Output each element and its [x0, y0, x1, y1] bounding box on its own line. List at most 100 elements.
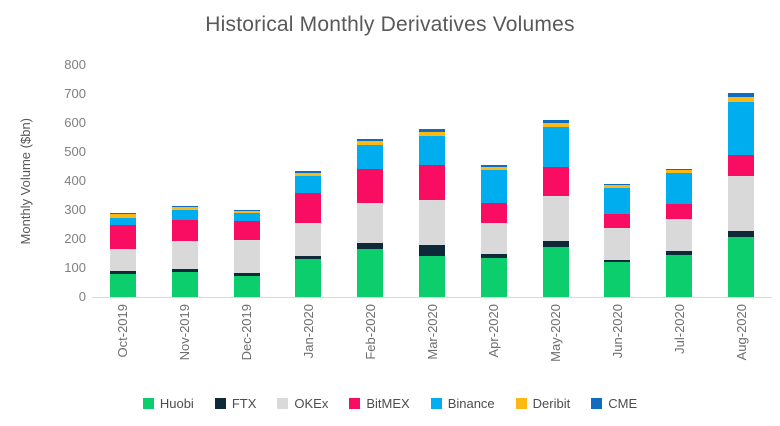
stacked-bar-may-2020: [542, 120, 569, 297]
legend-item-binance: Binance: [430, 396, 495, 411]
legend-item-deribit: Deribit: [515, 396, 571, 411]
bar-segment-ftx: [233, 273, 260, 276]
stacked-bar-nov-2019: [171, 205, 198, 297]
bar-segment-okex: [542, 196, 569, 242]
x-tick-label: Mar-2020: [421, 304, 443, 396]
bar-segment-huobi: [171, 272, 198, 297]
bar-segment-cme: [542, 120, 569, 124]
bar-segment-binance: [109, 217, 136, 225]
y-axis-title-text: Monthly Volume ($bn): [17, 117, 33, 245]
legend-swatch-bitmex: [349, 398, 361, 409]
x-tick-label-text: Jul-2020: [671, 304, 687, 354]
bar-segment-deribit: [418, 132, 445, 137]
bar-segment-cme: [233, 209, 260, 212]
y-tick-label: 300: [64, 202, 86, 217]
legend-label: Deribit: [532, 396, 571, 411]
legend-swatch-huobi: [142, 398, 154, 409]
y-tick-label: 400: [64, 173, 86, 188]
legend-swatch-ftx: [214, 398, 226, 409]
bar-segment-okex: [233, 240, 260, 274]
bar-segment-huobi: [480, 257, 507, 297]
bar-segment-ftx: [418, 244, 445, 256]
plot-area: [92, 65, 772, 298]
bar-segment-deribit: [480, 166, 507, 171]
legend-label: BitMEX: [366, 396, 410, 411]
bar-segment-cme: [357, 139, 384, 142]
x-tick-label: Aug-2020: [730, 304, 752, 396]
legend-label: Huobi: [159, 396, 194, 411]
x-tick-label: Jul-2020: [668, 304, 690, 396]
bar-segment-huobi: [728, 236, 755, 297]
x-tick-label: Jan-2020: [297, 304, 319, 396]
bar-segment-cme: [728, 92, 755, 98]
bar-segment-cme: [418, 129, 445, 133]
bar-segment-bitmex: [666, 203, 693, 219]
bar-slot: [587, 65, 649, 297]
legend-label: Binance: [447, 396, 495, 411]
y-tick-label: 200: [64, 231, 86, 246]
legend-item-bitmex: BitMEX: [349, 396, 410, 411]
x-tick-label: Nov-2019: [174, 304, 196, 396]
bar-slot: [401, 65, 463, 297]
bar-segment-bitmex: [728, 154, 755, 177]
bar-slot: [154, 65, 216, 297]
y-tick-label: 700: [64, 86, 86, 101]
x-tick-label: Dec-2019: [236, 304, 258, 396]
legend-item-okex: OKEx: [277, 396, 328, 411]
bar-segment-deribit: [728, 97, 755, 102]
bar-slot: [92, 65, 154, 297]
bar-segment-bitmex: [418, 164, 445, 201]
bar-segment-binance: [357, 145, 384, 169]
x-tick-label-text: Nov-2019: [177, 304, 193, 361]
bar-slot: [216, 65, 278, 297]
bar-segment-ftx: [171, 268, 198, 273]
y-axis-title: Monthly Volume ($bn): [14, 65, 36, 297]
legend-item-ftx: FTX: [214, 396, 256, 411]
bar-segment-okex: [171, 241, 198, 269]
bar-segment-cme: [171, 205, 198, 208]
x-tick-label-text: Dec-2019: [239, 304, 255, 361]
bar-slot: [648, 65, 710, 297]
y-tick-label: 800: [64, 57, 86, 72]
bar-segment-bitmex: [233, 221, 260, 241]
bar-segment-ftx: [666, 251, 693, 255]
x-tick-label: Jun-2020: [606, 304, 628, 396]
y-tick-label: 600: [64, 115, 86, 130]
y-tick-label: 0: [78, 289, 86, 304]
bar-segment-binance: [666, 172, 693, 204]
bar-segment-binance: [728, 101, 755, 155]
legend-item-huobi: Huobi: [142, 396, 194, 411]
stacked-bar-oct-2019: [109, 212, 136, 297]
x-tick-label: Oct-2019: [112, 304, 134, 396]
x-tick-label-text: May-2020: [548, 304, 564, 362]
legend-swatch-cme: [591, 398, 603, 409]
bar-slot: [710, 65, 772, 297]
bar-segment-cme: [295, 170, 322, 174]
bar-segment-okex: [109, 249, 136, 271]
bar-segment-binance: [542, 127, 569, 168]
bar-segment-cme: [666, 168, 693, 171]
bar-segment-bitmex: [295, 193, 322, 223]
bar-segment-bitmex: [542, 167, 569, 197]
bar-segment-ftx: [295, 256, 322, 260]
x-tick-label: May-2020: [545, 304, 567, 396]
bar-segment-cme: [604, 183, 631, 186]
bar-segment-ftx: [542, 241, 569, 248]
bar-segment-binance: [604, 187, 631, 214]
bar-segment-binance: [418, 136, 445, 165]
bar-segment-huobi: [295, 259, 322, 297]
x-tick-label: Apr-2020: [483, 304, 505, 396]
bar-segment-deribit: [295, 173, 322, 176]
bar-segment-huobi: [604, 262, 631, 297]
bar-segment-deribit: [171, 207, 198, 211]
bar-slot: [277, 65, 339, 297]
x-tick-label-text: Aug-2020: [733, 304, 749, 361]
stacked-bar-jul-2020: [666, 168, 693, 297]
bar-segment-bitmex: [604, 213, 631, 229]
x-tick-label-text: Mar-2020: [424, 304, 440, 360]
stacked-bar-feb-2020: [357, 139, 384, 297]
bar-segment-huobi: [666, 254, 693, 297]
bar-segment-cme: [480, 165, 507, 167]
stacked-bar-jan-2020: [295, 170, 322, 297]
bar-segment-deribit: [109, 214, 136, 218]
